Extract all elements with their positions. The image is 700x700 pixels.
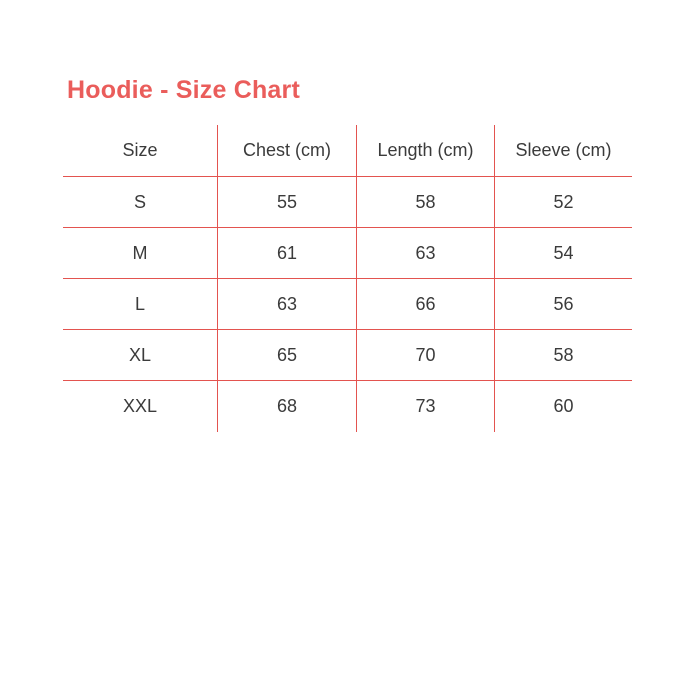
value-cell: 54 [494, 228, 632, 279]
column-header-size: Size [63, 125, 217, 177]
column-header-length: Length (cm) [356, 125, 494, 177]
value-cell: 66 [356, 279, 494, 330]
value-cell: 60 [494, 381, 632, 432]
value-cell: 61 [217, 228, 356, 279]
value-cell: 55 [217, 177, 356, 228]
value-cell: 65 [217, 330, 356, 381]
row-label-cell: XXL [122, 396, 158, 416]
row-label-cell: XL [63, 330, 217, 381]
value-cell: 56 [494, 279, 632, 330]
column-header-sleeve: Sleeve (cm) [494, 125, 632, 177]
value-cell: 58 [494, 330, 632, 381]
value-cell: 58 [356, 177, 494, 228]
row-label-cell: S [63, 177, 217, 228]
value-cell: 52 [494, 177, 632, 228]
column-header-chest: Chest (cm) [217, 125, 356, 177]
value-cell: 73 [356, 381, 494, 432]
value-cell: 63 [356, 228, 494, 279]
value-cell: 63 [217, 279, 356, 330]
row-label-cell: M [63, 228, 217, 279]
size-chart-table: Size Chest (cm) Length (cm) Sleeve (cm) … [63, 125, 632, 432]
page-title: Hoodie - Size Chart [67, 76, 300, 104]
value-cell: 70 [356, 330, 494, 381]
value-cell: 68 [217, 381, 356, 432]
row-label-cell: L [63, 279, 217, 330]
